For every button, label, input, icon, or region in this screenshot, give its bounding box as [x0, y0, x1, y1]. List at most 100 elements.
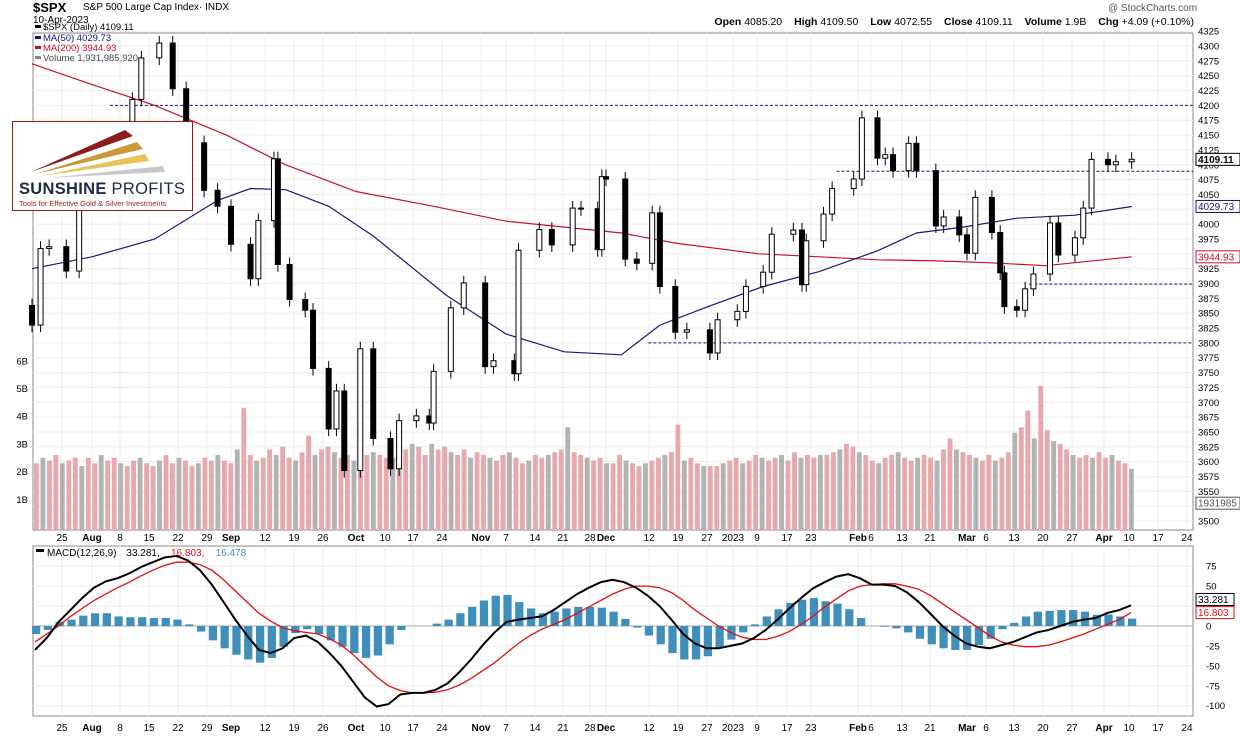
price-tick-label: 3900: [1198, 279, 1219, 290]
stockcharts-credit[interactable]: @ StockCharts.com: [1108, 3, 1198, 14]
macd-tick-label: -25: [1206, 641, 1220, 652]
macd-tick-label: 0: [1206, 622, 1211, 633]
x-tick-label: 12: [643, 723, 655, 734]
chart-header: $SPX S&P 500 Large Cap Index· INDX 10-Ap…: [0, 0, 1240, 32]
macd-tick-label: 75: [1206, 562, 1217, 573]
macd-histogram-bar: [762, 616, 771, 626]
volume-bar: [85, 457, 91, 530]
x-tick-label: 13: [1008, 723, 1020, 734]
macd-histogram-bar: [196, 626, 206, 632]
macd-histogram-bar: [291, 626, 300, 634]
x-tick-label: Aug: [82, 723, 101, 734]
x-tick-label: Mar: [958, 723, 976, 734]
price-candle: [490, 360, 497, 368]
volume-bar: [850, 446, 856, 530]
price-candle: [1104, 158, 1111, 166]
volume-bar: [578, 454, 584, 530]
ohlc-open-value: 4085.20: [744, 16, 783, 28]
price-candle: [882, 154, 889, 159]
volume-bar: [753, 454, 759, 530]
volume-bar: [1096, 452, 1102, 530]
volume-bar: [668, 452, 674, 530]
macd-legend-entry: 16.478: [216, 548, 247, 559]
volume-bar: [448, 452, 454, 530]
volume-bar: [357, 449, 363, 530]
price-tick-label: 4150: [1198, 131, 1219, 142]
x-tick-label: 14: [529, 533, 541, 544]
x-tick-label: 20: [1037, 533, 1049, 544]
price-candle: [633, 258, 640, 264]
volume-bar: [1122, 463, 1128, 530]
price-candle: [1088, 158, 1095, 209]
x-tick-label: 12: [643, 533, 655, 544]
price-candle: [29, 304, 35, 326]
volume-bar: [429, 443, 435, 530]
price-tick-label: 3650: [1198, 427, 1219, 438]
volume-bar: [59, 463, 65, 530]
price-candle: [760, 271, 767, 287]
x-tick-label: 19: [672, 533, 684, 544]
volume-bar: [396, 452, 402, 530]
volume-bar: [967, 454, 972, 530]
volume-bar: [798, 457, 804, 530]
macd-histogram-bar: [90, 613, 100, 626]
macd-histogram-bar: [350, 626, 359, 654]
volume-bar: [545, 454, 551, 530]
x-tick-label: 21: [557, 723, 569, 734]
volume-bar: [1116, 460, 1121, 530]
macd-histogram-bar: [1021, 616, 1031, 626]
x-tick-label: 22: [172, 533, 184, 544]
macd-histogram-bar: [491, 595, 500, 626]
macd-legend-entry: 33.281,: [126, 548, 159, 559]
price-candle: [603, 176, 609, 180]
x-tick-label: 13: [1008, 533, 1020, 544]
volume-bar: [811, 457, 817, 530]
volume-bar: [208, 460, 214, 530]
volume-bar: [746, 460, 752, 530]
macd-histogram-bar: [963, 626, 972, 650]
volume-bar: [1064, 449, 1070, 530]
price-candle: [430, 370, 437, 424]
price-candle: [228, 205, 234, 245]
logo-title: SUNSHINE PROFITS: [19, 180, 186, 198]
macd-histogram-bar: [503, 594, 512, 626]
price-candle: [156, 42, 163, 59]
volume-bar: [370, 452, 376, 530]
x-tick-label: 10: [1123, 723, 1135, 734]
macd-histogram-bar: [397, 626, 406, 630]
price-candle: [1112, 161, 1119, 166]
macd-histogram-bar: [703, 626, 712, 657]
macd-histogram-bar: [32, 626, 41, 634]
price-badge-label: 3944.93: [1198, 252, 1235, 263]
macd-histogram-bar: [55, 622, 64, 626]
volume-bar: [293, 460, 299, 530]
macd-histogram-bar: [1069, 610, 1078, 626]
volume-bar: [118, 463, 124, 530]
x-tick-label: 25: [56, 533, 68, 544]
x-tick-label: 26: [317, 723, 329, 734]
volume-bar: [280, 446, 286, 530]
x-tick-label: 17: [781, 533, 793, 544]
x-tick-label: 17: [1152, 723, 1164, 734]
volume-bar: [526, 460, 532, 530]
volume-bar: [694, 463, 700, 530]
volume-bar: [843, 443, 849, 530]
macd-histogram-bar: [79, 615, 88, 626]
x-tick-label: 9: [754, 723, 760, 734]
x-tick-label: 29: [201, 533, 213, 544]
price-tick-label: 4250: [1198, 71, 1219, 82]
macd-histogram-bar: [267, 626, 276, 658]
volume-bar: [351, 460, 357, 530]
volume-bar: [960, 452, 966, 530]
volume-bar: [636, 466, 642, 530]
price-candle: [622, 178, 629, 260]
ohlc-volume-value: 1.9B: [1064, 16, 1087, 28]
macd-histogram-bar: [126, 617, 135, 626]
macd-histogram-bar: [880, 626, 889, 627]
price-candle: [1013, 306, 1020, 311]
volume-bar: [675, 424, 681, 530]
price-candle: [1001, 272, 1008, 308]
macd-badge: [1195, 592, 1235, 606]
price-candle: [341, 390, 348, 472]
volume-bar: [830, 452, 836, 530]
